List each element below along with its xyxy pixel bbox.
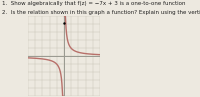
Text: 1.  Show algebraically that f(z) = −7x + 3 is a one-to-one function: 1. Show algebraically that f(z) = −7x + … bbox=[2, 1, 186, 6]
Text: 2.  Is the relation shown in this graph a function? Explain using the vertical l: 2. Is the relation shown in this graph a… bbox=[2, 10, 200, 15]
